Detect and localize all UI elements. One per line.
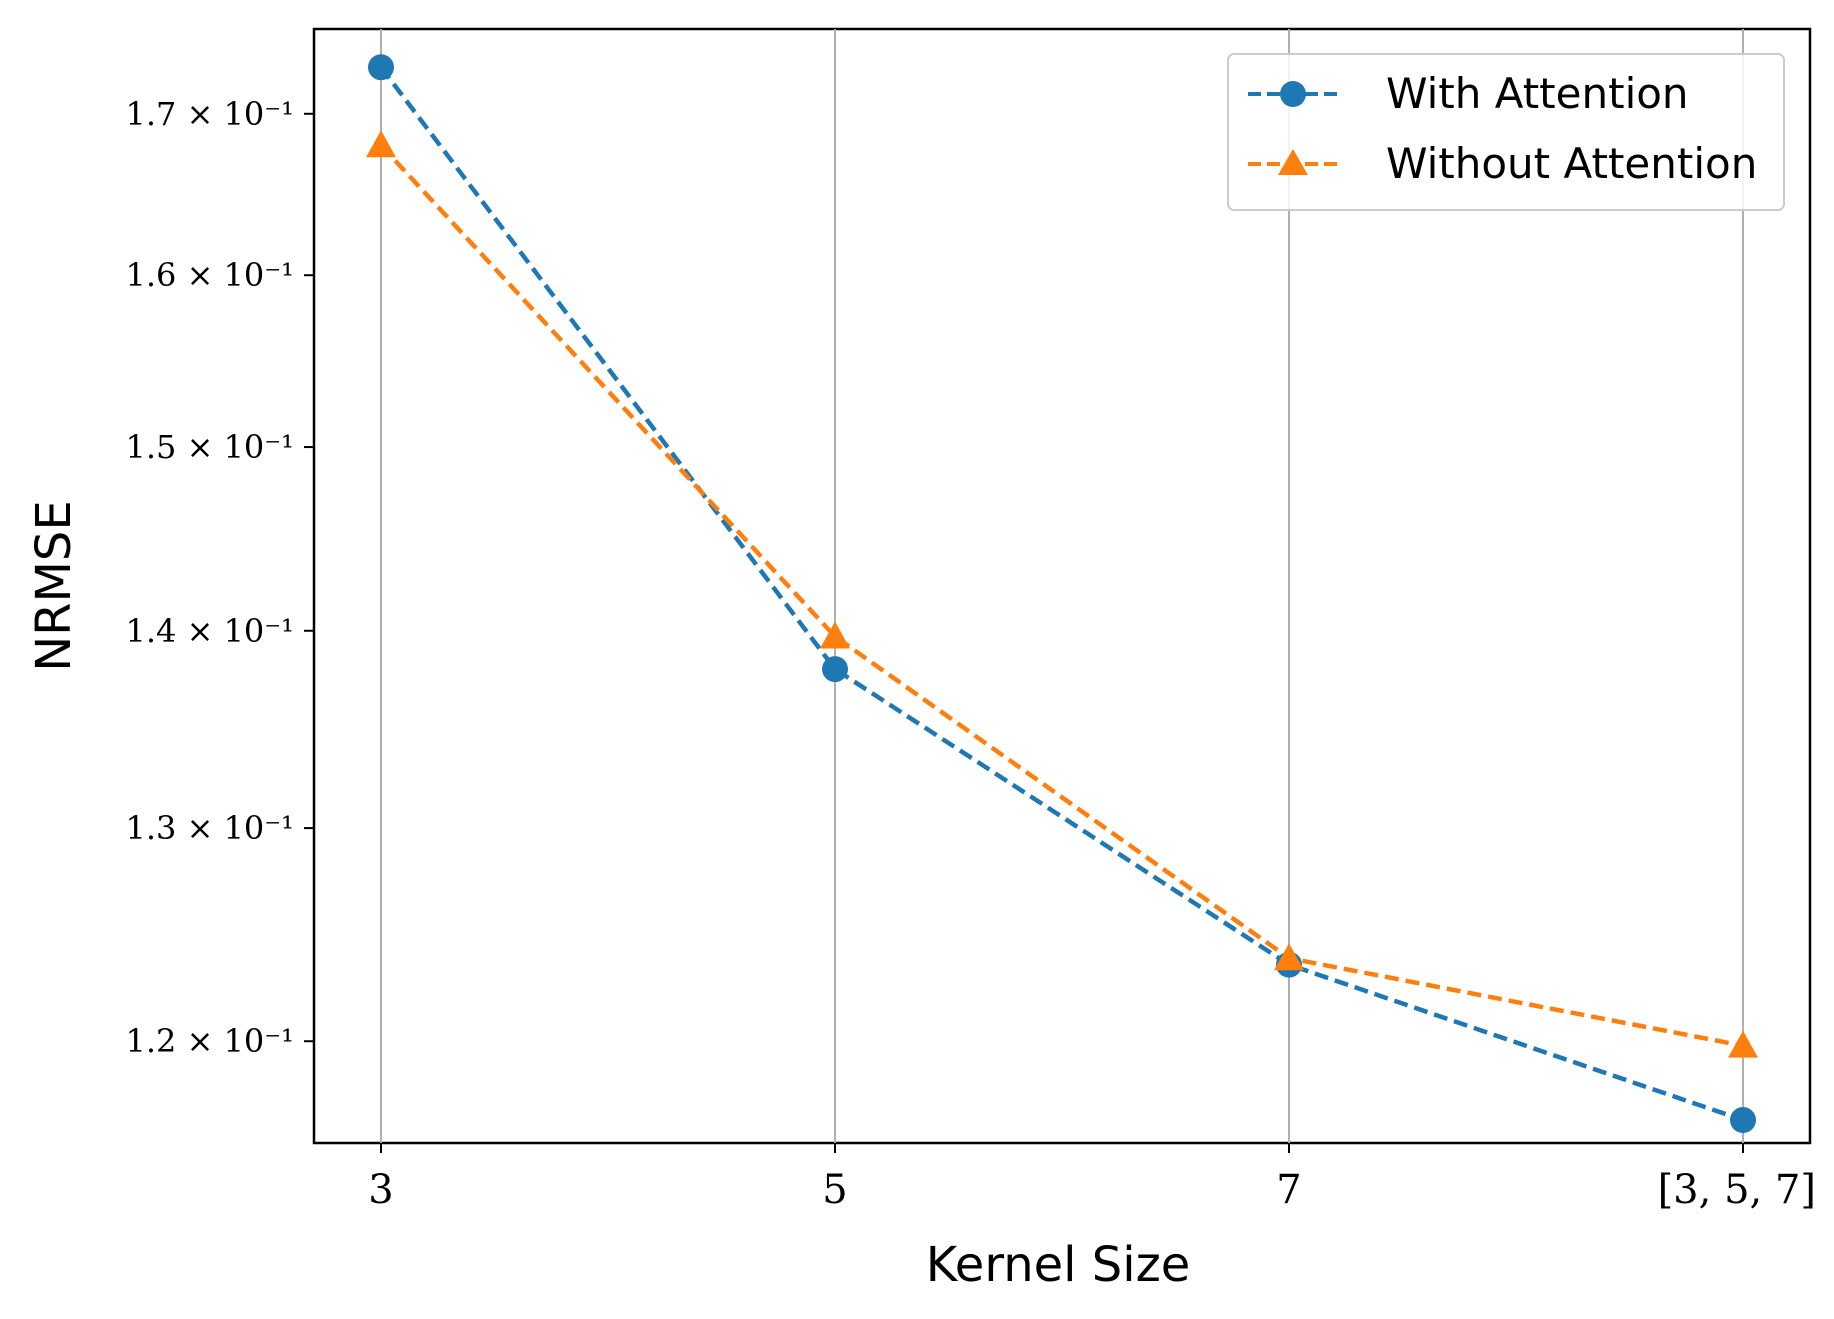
plot-area [312, 27, 1812, 1145]
x-tick-label: 7 [1276, 1167, 1301, 1213]
data-point-without-attention [1274, 943, 1304, 971]
y-axis-label: NRMSE [26, 500, 82, 671]
data-point-with-attention [822, 656, 848, 683]
y-tick-label: 1.2 × 10⁻¹ [126, 1022, 294, 1060]
data-point-with-attention [368, 54, 394, 81]
x-tick-label: [3, 5, 7] [1658, 1167, 1816, 1213]
legend-marker-without-attention [1278, 149, 1308, 175]
y-tick-label: 1.7 × 10⁻¹ [126, 95, 294, 133]
legend-box [1227, 53, 1785, 211]
data-point-without-attention [366, 130, 396, 158]
y-tick-label: 1.3 × 10⁻¹ [126, 809, 294, 847]
series-line-without-attention [379, 143, 1744, 1048]
series-layer [366, 54, 1758, 1134]
data-point-without-attention [1728, 1030, 1758, 1058]
legend-label-without-attention: Without Attention [1386, 139, 1757, 188]
legend-marker-with-attention [1280, 81, 1306, 107]
x-axis-label: Kernel Size [926, 1237, 1191, 1293]
y-tick-label: 1.5 × 10⁻¹ [126, 428, 294, 466]
y-tick-label: 1.6 × 10⁻¹ [126, 256, 294, 294]
legend: With Attention Without Attention [1227, 53, 1785, 211]
y-tick-label: 1.4 × 10⁻¹ [126, 612, 294, 650]
x-tick-label: 3 [368, 1167, 393, 1213]
series-line-with-attention [379, 65, 1744, 1123]
data-point-with-attention [1730, 1107, 1756, 1134]
axes-layer: 3 5 7 [3, 5, 7] 1.2 × 10⁻¹ 1.3 × 10⁻¹ 1.4 × 10… [126, 95, 1816, 1213]
gridlines [380, 29, 1744, 1143]
data-point-without-attention [820, 621, 850, 649]
x-tick-label: 5 [822, 1167, 847, 1213]
legend-label-with-attention: With Attention [1386, 69, 1689, 118]
